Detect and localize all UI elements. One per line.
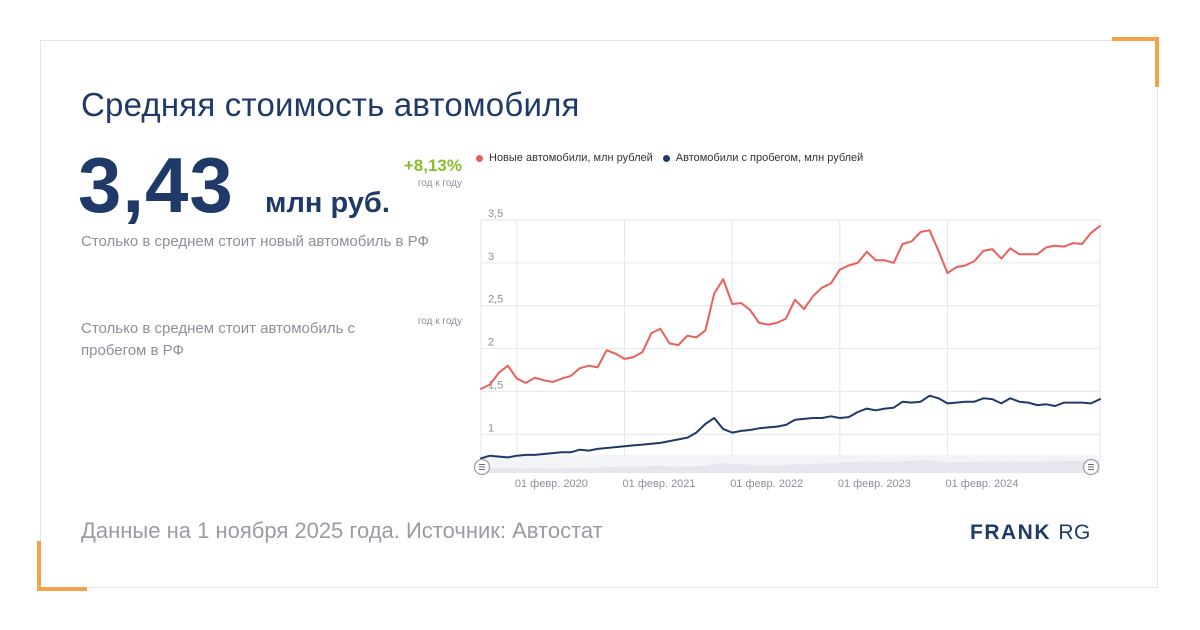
ytick-label: 3,5	[488, 208, 503, 220]
logo-part-frank: FRANK	[970, 521, 1051, 544]
corner-accent-top-right	[1112, 37, 1159, 87]
legend-item-used[interactable]: Автомобили с пробегом, млн рублей	[662, 152, 864, 164]
ytick-label: 1	[488, 422, 494, 434]
headline-period: год к году	[417, 178, 462, 189]
series-line-used-cars	[480, 394, 1101, 460]
ytick-label: 3	[488, 251, 494, 263]
xtick-label: 01 февр. 2024	[945, 478, 1018, 490]
legend-label-used: Автомобили с пробегом, млн рублей	[675, 152, 864, 164]
legend-label-new: Новые автомобили, млн рублей	[489, 152, 653, 164]
legend-item-new[interactable]: Новые автомобили, млн рублей	[476, 152, 653, 164]
second-period: год к году	[417, 316, 462, 327]
legend-dot-used	[662, 154, 670, 162]
second-description: Столько в среднем стоит автомобиль с про…	[81, 320, 356, 359]
brand-logo: FRANK RG	[970, 521, 1091, 545]
headline-change: +8,13%	[403, 156, 462, 175]
corner-accent-bottom-left	[37, 541, 87, 591]
series-line-new-cars	[480, 225, 1101, 390]
headline-unit: млн руб.	[265, 187, 390, 219]
navigator-area	[481, 460, 1100, 473]
card-frame	[40, 40, 1158, 588]
xtick-label: 01 февр. 2022	[730, 478, 803, 490]
xtick-label: 01 февр. 2021	[623, 478, 696, 490]
page-title: Средняя стоимость автомобиля	[81, 86, 580, 123]
footer-source: Данные на 1 ноября 2025 года. Источник: …	[81, 518, 603, 543]
legend-dot-new	[476, 154, 483, 162]
headline-description: Столько в среднем стоит новый автомобиль…	[81, 233, 429, 250]
logo-part-rg: RG	[1058, 521, 1091, 544]
line-chart: 11,522,533,501 февр. 2020 01 февр. 2021 01…	[473, 208, 1101, 490]
ytick-label: 2	[488, 337, 494, 349]
headline-value: 3,43	[78, 141, 234, 229]
chart-legend: Новые автомобили, млн рублей Автомобили …	[476, 152, 863, 164]
xtick-label: 01 февр. 2023	[838, 478, 911, 490]
ytick-label: 2,5	[488, 294, 503, 306]
xtick-label: 01 февр. 2020	[515, 478, 588, 490]
